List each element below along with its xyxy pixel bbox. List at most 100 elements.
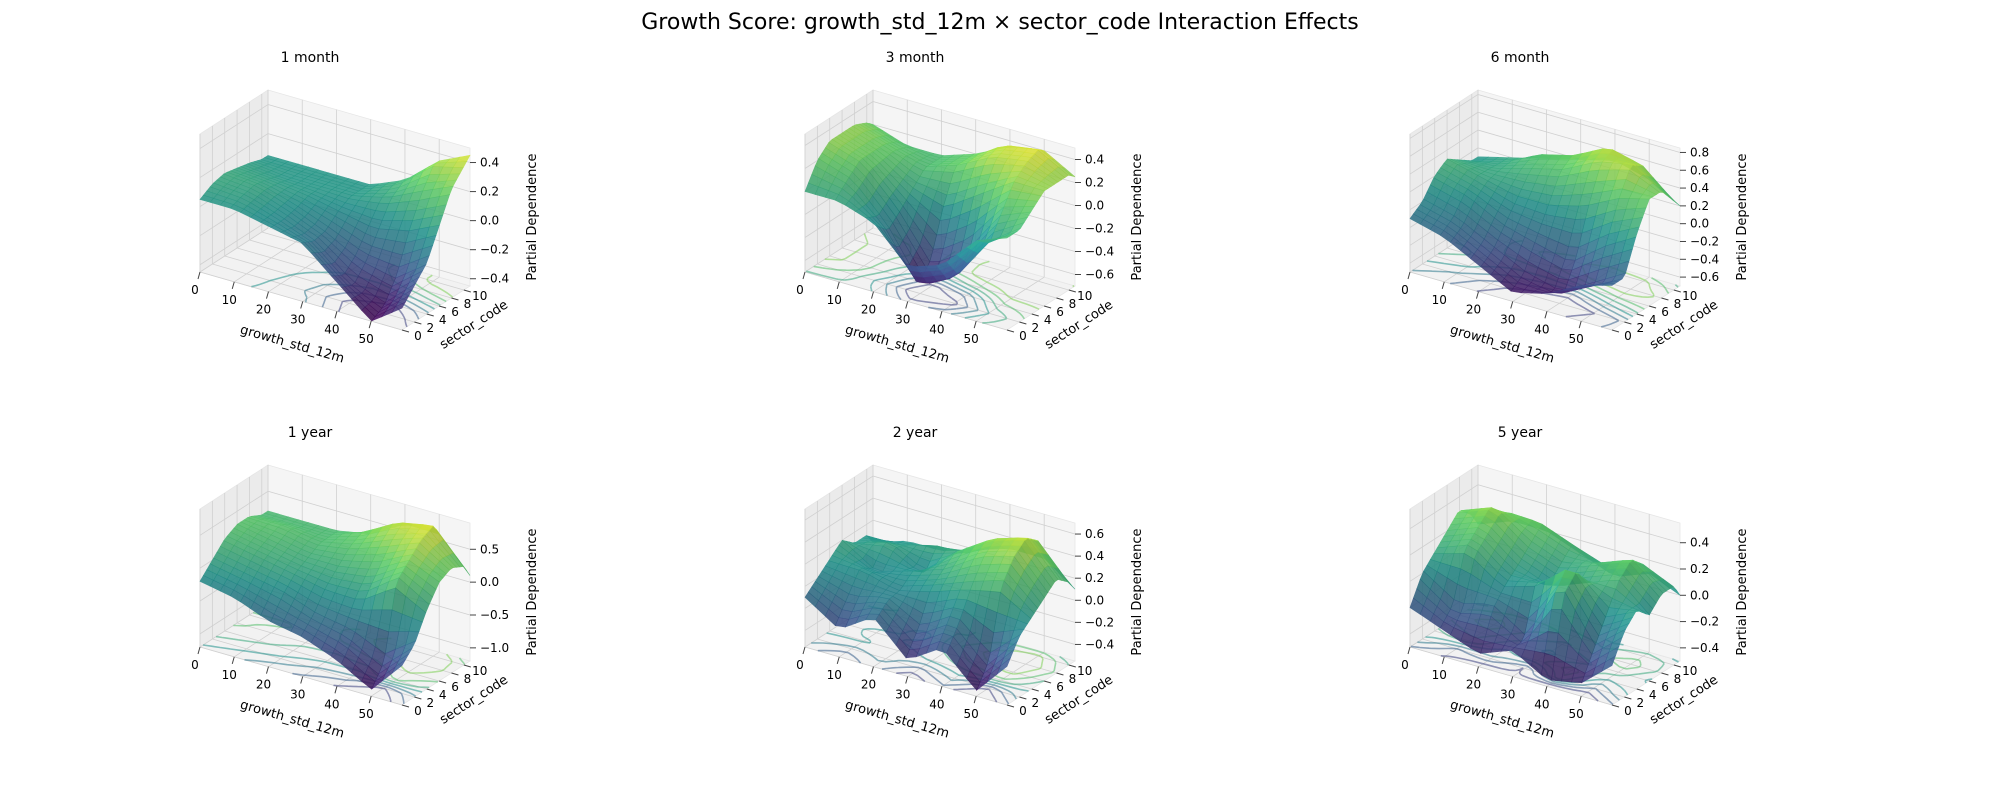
gridline bbox=[817, 263, 1020, 323]
x-tick-label: 40 bbox=[1534, 322, 1549, 336]
gridline bbox=[199, 490, 269, 536]
gridline bbox=[234, 237, 303, 283]
subplot-title: 2 year bbox=[893, 425, 938, 441]
gridline bbox=[804, 646, 1008, 706]
z-tick-label: 0.0 bbox=[1085, 199, 1104, 213]
gridline bbox=[199, 133, 269, 178]
z-tick-label: −0.2 bbox=[1690, 234, 1719, 248]
z-tick-label: −0.4 bbox=[1085, 637, 1114, 651]
z-tick-label: 0.4 bbox=[480, 156, 499, 170]
z-tick-label: 0.0 bbox=[1690, 588, 1709, 602]
z-tick-label: 0.2 bbox=[1085, 176, 1104, 190]
z-tick-label: 0.4 bbox=[1085, 549, 1104, 563]
z-axis-label: Partial Dependence bbox=[1735, 153, 1750, 280]
x-tick-label: 10 bbox=[222, 668, 237, 682]
z-tick-label: 0.6 bbox=[1690, 163, 1709, 177]
z-tick-label: 0.0 bbox=[480, 214, 499, 228]
y-tick-label: 10 bbox=[472, 664, 487, 678]
subplot-1-month: 1 month 0 10 20 30 40 50 0 2 4 6 8 10 −0.4 −0.2 0.0 0.2 0… bbox=[20, 40, 640, 400]
x-tick-label: 50 bbox=[359, 707, 374, 721]
y-tick-label: 4 bbox=[1649, 313, 1657, 327]
contour-projection bbox=[805, 233, 1075, 324]
x-tick-label: 10 bbox=[1432, 293, 1447, 307]
gridline bbox=[199, 104, 269, 149]
z-tick-label: 0.2 bbox=[1690, 562, 1709, 576]
subplot-title: 5 year bbox=[1498, 425, 1543, 441]
z-tick-label: 0.5 bbox=[480, 542, 499, 556]
x-tick-label: 20 bbox=[256, 303, 271, 317]
gridline bbox=[829, 630, 1032, 690]
surface bbox=[1409, 148, 1681, 294]
y-axis-label: sector_code bbox=[1042, 297, 1116, 352]
gridline bbox=[199, 271, 403, 331]
gridline bbox=[1409, 94, 1479, 139]
z-tick-label: −0.6 bbox=[1690, 270, 1719, 284]
z-tick-label: 0.6 bbox=[1085, 527, 1104, 541]
y-tick-label: 2 bbox=[1032, 696, 1040, 710]
x-tick-label: 30 bbox=[290, 687, 305, 701]
x-tick-label: 10 bbox=[222, 293, 237, 307]
gridline bbox=[199, 646, 403, 706]
x-tick-label: 10 bbox=[1432, 668, 1447, 682]
gridline bbox=[804, 497, 874, 543]
z-tick-label: 0.8 bbox=[1690, 145, 1709, 159]
y-tick-label: 0 bbox=[414, 704, 422, 718]
z-axis-label: Partial Dependence bbox=[1130, 528, 1145, 655]
y-tick-label: 10 bbox=[1077, 664, 1092, 678]
y-axis-label: sector_code bbox=[437, 672, 511, 727]
y-tick-label: 2 bbox=[427, 696, 435, 710]
y-tick-label: 8 bbox=[1674, 297, 1682, 311]
subplot-6-month: 6 month 0 10 20 30 40 50 0 2 4 6 8 10 −0.6 −0.4 −0.2 0.0… bbox=[1230, 40, 1850, 400]
gridline bbox=[872, 475, 1076, 535]
subplot-1-year: 1 year 0 10 20 30 40 50 0 2 4 6 8 10 −1.0 −0.5 0.0 0.5 gr… bbox=[20, 415, 640, 795]
surface bbox=[804, 122, 1076, 284]
x-tick-label: 0 bbox=[1401, 658, 1409, 672]
x-tick-label: 20 bbox=[1466, 303, 1481, 317]
contour-projection bbox=[811, 605, 1070, 705]
x-tick-label: 50 bbox=[359, 332, 374, 346]
x-tick-label: 50 bbox=[1569, 332, 1584, 346]
y-tick-label: 2 bbox=[1637, 321, 1645, 335]
x-tick-label: 30 bbox=[895, 687, 910, 701]
z-tick-label: 0.4 bbox=[1690, 181, 1709, 195]
subplot-title: 6 month bbox=[1491, 50, 1550, 66]
y-tick-label: 4 bbox=[1044, 313, 1052, 327]
z-tick-label: 0.2 bbox=[1085, 571, 1104, 585]
figure-title: Growth Score: growth_std_12m × sector_co… bbox=[641, 10, 1359, 35]
y-tick-label: 6 bbox=[1056, 305, 1064, 319]
x-tick-label: 40 bbox=[324, 322, 339, 336]
x-tick-label: 30 bbox=[1500, 312, 1515, 326]
gridline bbox=[1409, 271, 1613, 331]
x-tick-label: 40 bbox=[1534, 697, 1549, 711]
y-tick-label: 8 bbox=[1069, 297, 1077, 311]
x-tick-label: 50 bbox=[1569, 707, 1584, 721]
y-tick-label: 0 bbox=[1019, 704, 1027, 718]
z-tick-label: 0.0 bbox=[480, 575, 499, 589]
z-tick-label: −0.2 bbox=[1085, 615, 1114, 629]
gridline bbox=[804, 475, 874, 521]
gridline bbox=[1409, 484, 1479, 530]
y-tick-label: 8 bbox=[1069, 672, 1077, 686]
y-tick-label: 6 bbox=[1661, 680, 1669, 694]
z-tick-label: 0.4 bbox=[1085, 153, 1104, 167]
x-tick-label: 20 bbox=[256, 678, 271, 692]
subplot-5-year: 5 year 0 10 20 30 40 50 0 2 4 6 8 10 −0.4 −0.2 0.0 0.2 0.… bbox=[1230, 415, 1850, 795]
surface bbox=[804, 535, 1076, 692]
z-tick-label: −0.5 bbox=[480, 608, 509, 622]
gridline bbox=[1477, 111, 1681, 171]
z-tick-label: −0.2 bbox=[480, 243, 509, 257]
surface bbox=[1409, 507, 1681, 684]
x-tick-label: 20 bbox=[1466, 678, 1481, 692]
z-axis-label: Partial Dependence bbox=[525, 528, 540, 655]
x-tick-label: 40 bbox=[929, 322, 944, 336]
y-tick-label: 4 bbox=[439, 313, 447, 327]
x-tick-label: 20 bbox=[861, 303, 876, 317]
y-tick-label: 2 bbox=[1637, 696, 1645, 710]
x-tick-label: 40 bbox=[929, 697, 944, 711]
gridline bbox=[804, 227, 874, 273]
z-tick-label: 0.4 bbox=[1690, 536, 1709, 550]
